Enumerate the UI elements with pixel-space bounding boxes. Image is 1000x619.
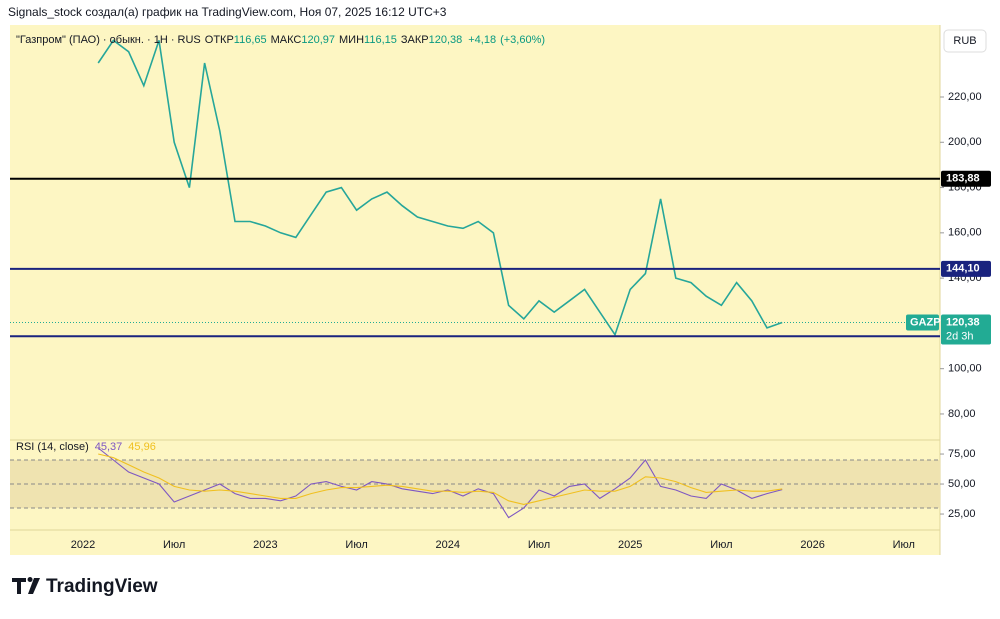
level-box xyxy=(941,170,991,187)
indicator-value: 45,37 xyxy=(95,441,123,453)
y-tick-label: 25,00 xyxy=(948,508,976,520)
change: +4,18 xyxy=(468,34,496,46)
last-box xyxy=(941,314,991,345)
symbol-title: "Газпром" (ПАО) · обыкн. · 1Н · RUS xyxy=(16,34,201,46)
x-tick-label: 2023 xyxy=(253,539,277,551)
x-tick-label: 2025 xyxy=(618,539,642,551)
change-percent: (+3,60%) xyxy=(500,34,545,46)
x-tick-label: Июл xyxy=(893,539,915,551)
legend-value: 120,38 xyxy=(429,34,463,46)
legend-value: 116,15 xyxy=(364,34,397,46)
level-label: 183,88 xyxy=(946,173,980,185)
y-tick-label: 200,00 xyxy=(948,136,982,148)
legend-value: 116,65 xyxy=(234,34,267,46)
x-tick-label: 2022 xyxy=(71,539,95,551)
legend-value: 120,97 xyxy=(301,34,335,46)
logo-icon xyxy=(12,577,40,594)
series-line xyxy=(98,453,783,505)
x-tick-label: 2026 xyxy=(800,539,824,551)
indicator-value: 45,96 xyxy=(128,441,156,453)
legend: RSI (14, close) 45,37 45,96 xyxy=(16,441,156,453)
series-line xyxy=(97,447,783,519)
countdown: 2d 3h xyxy=(946,330,974,342)
y-tick-label: 80,00 xyxy=(948,408,976,420)
y-tick-label: 220,00 xyxy=(948,91,982,103)
legend-label: МАКС xyxy=(271,34,302,46)
y-tick-label: 50,00 xyxy=(948,478,976,490)
logo-text: TradingView xyxy=(46,576,158,597)
y-tick-label: 75,00 xyxy=(948,448,976,460)
x-tick-label: 2024 xyxy=(436,539,460,551)
symbol-box xyxy=(906,314,939,331)
x-tick-label: Июл xyxy=(163,539,185,551)
currency[interactable]: RUB xyxy=(953,35,976,47)
header: Signals_stock создал(а) график на Tradin… xyxy=(8,5,447,19)
level-box xyxy=(941,260,991,277)
y-tick-label: 160,00 xyxy=(948,227,982,239)
x-tick-label: Июл xyxy=(345,539,367,551)
level-label: 144,10 xyxy=(946,263,980,275)
legend: "Газпром" (ПАО) · обыкн. · 1Н · RUS ОТКР1… xyxy=(16,34,545,46)
currency-button[interactable] xyxy=(943,29,987,53)
x-tick-label: Июл xyxy=(528,539,550,551)
series-line xyxy=(97,39,783,337)
legend-label: МИН xyxy=(339,34,364,46)
logo: TradingView xyxy=(12,576,158,597)
y-tick-label: 100,00 xyxy=(948,363,982,375)
legend-label: ЗАКР xyxy=(401,34,429,46)
indicator-title: RSI (14, close) xyxy=(16,441,89,453)
x-tick-label: Июл xyxy=(710,539,732,551)
last-label: 120,38 xyxy=(946,316,980,328)
legend-label: ОТКР xyxy=(205,34,234,46)
symbol: GAZP xyxy=(910,316,941,328)
